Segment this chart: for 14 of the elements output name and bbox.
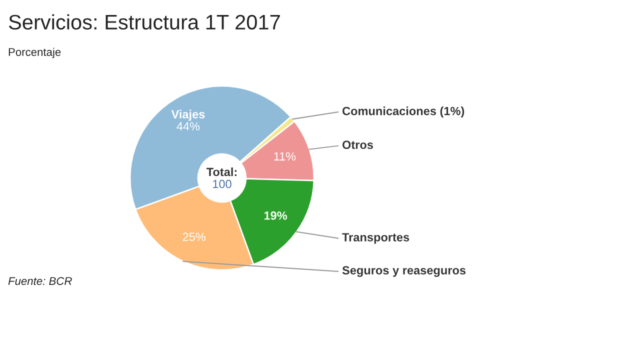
text: Total:	[206, 167, 236, 176]
text: 100	[213, 180, 232, 188]
chart-title: Servicios: Estructura 1T 2017	[8, 14, 280, 30]
data-label: 11%	[274, 152, 296, 161]
source-note: Fuente: BCR	[8, 277, 72, 285]
slice-label: Otros	[342, 140, 373, 149]
text: Porcentaje	[8, 48, 61, 58]
slice-label: Transportes	[342, 233, 410, 244]
data-label: 19%	[264, 211, 288, 220]
data-label: 25%	[182, 232, 206, 241]
data-label: 44%	[176, 122, 200, 130]
slice-label: Seguros y reaseguros	[342, 266, 466, 277]
slice-label: Viajes	[171, 110, 205, 121]
slice-label: Comunicaciones (1%)	[342, 106, 464, 118]
